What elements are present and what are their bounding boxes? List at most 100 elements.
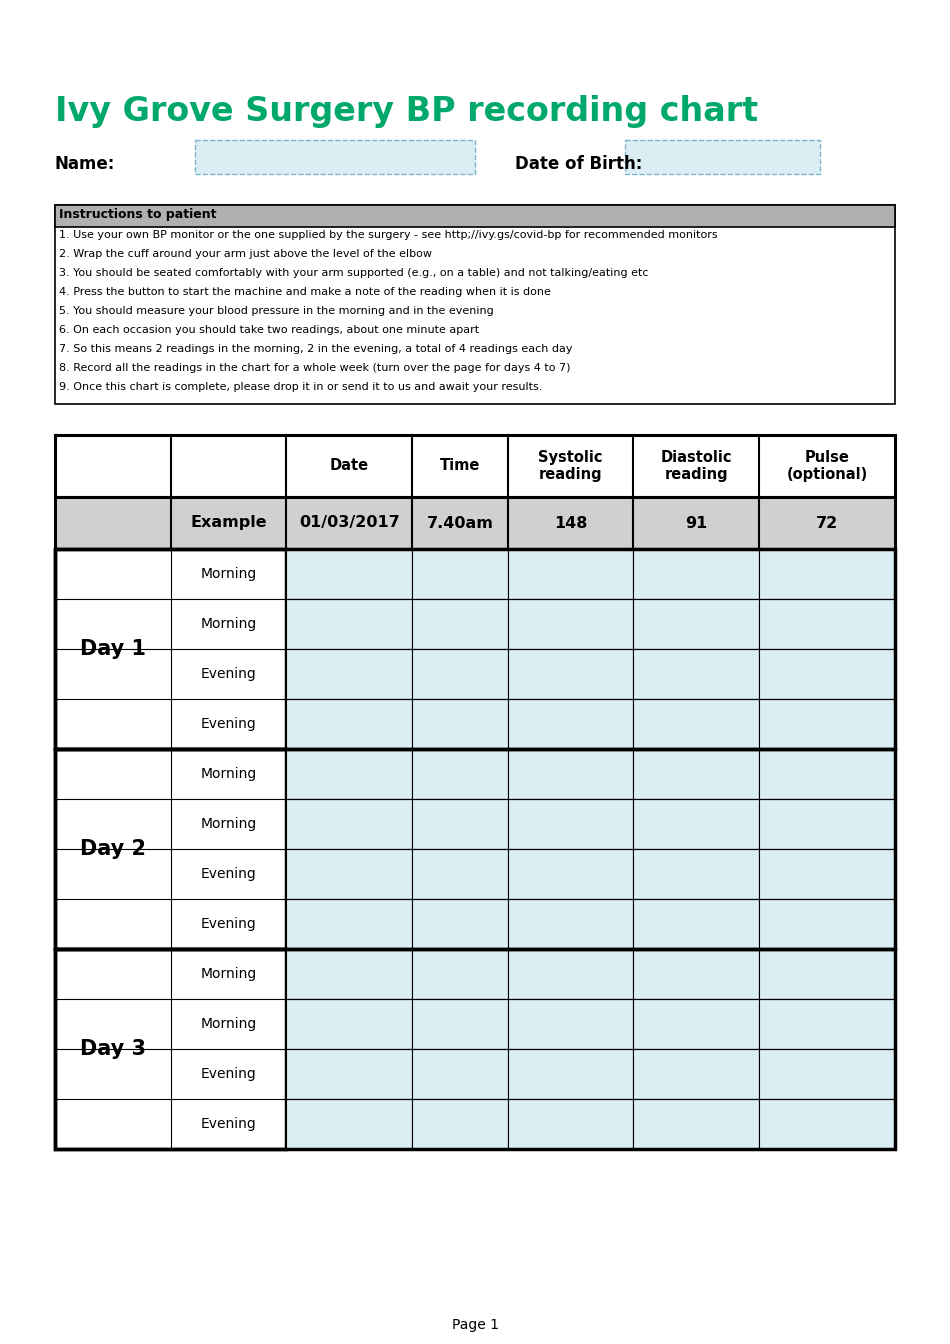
Bar xyxy=(634,1099,759,1149)
Bar xyxy=(759,1050,895,1099)
Bar xyxy=(286,949,412,999)
Bar xyxy=(634,798,759,849)
Bar xyxy=(759,548,895,599)
Bar xyxy=(759,949,895,999)
Bar xyxy=(759,849,895,899)
Bar xyxy=(759,599,895,649)
Text: 7.40am: 7.40am xyxy=(427,516,493,531)
Bar xyxy=(412,749,507,798)
Text: Date: Date xyxy=(330,458,369,473)
Text: Evening: Evening xyxy=(200,667,256,681)
Bar xyxy=(507,1099,634,1149)
Bar xyxy=(634,699,759,749)
Text: Name:: Name: xyxy=(55,155,115,173)
Bar xyxy=(412,949,507,999)
Bar xyxy=(759,749,895,798)
Bar xyxy=(412,849,507,899)
Bar xyxy=(634,1050,759,1099)
Text: 148: 148 xyxy=(554,516,587,531)
Bar xyxy=(55,548,286,749)
Text: Morning: Morning xyxy=(200,966,256,981)
Bar xyxy=(286,999,412,1050)
Text: Pulse
(optional): Pulse (optional) xyxy=(787,450,867,482)
Bar xyxy=(507,899,634,949)
Bar xyxy=(634,949,759,999)
Text: Morning: Morning xyxy=(200,817,256,831)
Text: Evening: Evening xyxy=(200,917,256,931)
Text: Evening: Evening xyxy=(200,867,256,882)
Bar xyxy=(634,999,759,1050)
Bar xyxy=(412,699,507,749)
Bar xyxy=(55,749,895,949)
Text: Time: Time xyxy=(440,458,480,473)
Bar xyxy=(412,899,507,949)
Bar xyxy=(507,548,634,599)
Text: 5. You should measure your blood pressure in the morning and in the evening: 5. You should measure your blood pressur… xyxy=(59,306,494,316)
Bar xyxy=(286,649,412,699)
Text: 6. On each occasion you should take two readings, about one minute apart: 6. On each occasion you should take two … xyxy=(59,325,479,335)
Bar xyxy=(195,140,475,173)
Text: Evening: Evening xyxy=(200,716,256,731)
Text: Diastolic
reading: Diastolic reading xyxy=(660,450,732,482)
Bar xyxy=(412,548,507,599)
Text: Day 3: Day 3 xyxy=(80,1039,146,1059)
Bar xyxy=(507,749,634,798)
Bar xyxy=(55,548,895,749)
Bar xyxy=(286,699,412,749)
Bar xyxy=(286,899,412,949)
Text: Ivy Grove Surgery BP recording chart: Ivy Grove Surgery BP recording chart xyxy=(55,95,758,128)
Text: Morning: Morning xyxy=(200,1017,256,1031)
Bar xyxy=(759,699,895,749)
Text: Morning: Morning xyxy=(200,617,256,630)
Bar xyxy=(759,798,895,849)
Bar xyxy=(412,1050,507,1099)
Bar xyxy=(412,599,507,649)
Bar xyxy=(634,749,759,798)
Bar xyxy=(286,548,412,599)
Bar xyxy=(286,1099,412,1149)
Text: 8. Record all the readings in the chart for a whole week (turn over the page for: 8. Record all the readings in the chart … xyxy=(59,363,571,374)
Text: Morning: Morning xyxy=(200,767,256,781)
Text: 7. So this means 2 readings in the morning, 2 in the evening, a total of 4 readi: 7. So this means 2 readings in the morni… xyxy=(59,344,573,353)
Bar xyxy=(286,599,412,649)
Bar xyxy=(634,599,759,649)
Bar xyxy=(286,798,412,849)
Bar xyxy=(759,999,895,1050)
Bar xyxy=(507,1050,634,1099)
Bar xyxy=(507,649,634,699)
Text: 2. Wrap the cuff around your arm just above the level of the elbow: 2. Wrap the cuff around your arm just ab… xyxy=(59,249,432,259)
Text: 72: 72 xyxy=(816,516,838,531)
Text: Systolic
reading: Systolic reading xyxy=(539,450,603,482)
Text: 1. Use your own BP monitor or the one supplied by the surgery - see http;//ivy.g: 1. Use your own BP monitor or the one su… xyxy=(59,230,717,241)
Text: 01/03/2017: 01/03/2017 xyxy=(299,516,400,531)
Bar xyxy=(55,497,895,548)
Bar xyxy=(634,849,759,899)
Bar xyxy=(412,649,507,699)
Bar xyxy=(625,140,820,173)
Text: Day 1: Day 1 xyxy=(80,638,146,659)
Bar xyxy=(412,1099,507,1149)
Bar xyxy=(634,899,759,949)
Text: Page 1: Page 1 xyxy=(451,1318,499,1332)
Bar xyxy=(507,599,634,649)
Bar xyxy=(412,798,507,849)
Bar xyxy=(286,849,412,899)
Bar xyxy=(507,849,634,899)
Bar xyxy=(507,949,634,999)
Text: 3. You should be seated comfortably with your arm supported (e.g., on a table) a: 3. You should be seated comfortably with… xyxy=(59,267,649,278)
Bar xyxy=(412,999,507,1050)
Bar xyxy=(759,1099,895,1149)
Bar xyxy=(286,1050,412,1099)
Text: Example: Example xyxy=(190,516,267,531)
Text: Evening: Evening xyxy=(200,1117,256,1132)
Bar xyxy=(55,206,895,227)
Bar xyxy=(507,999,634,1050)
Bar xyxy=(55,949,895,1149)
Bar xyxy=(759,899,895,949)
Bar xyxy=(286,749,412,798)
Bar xyxy=(55,206,895,405)
Bar xyxy=(507,798,634,849)
Text: Evening: Evening xyxy=(200,1067,256,1081)
Text: 9. Once this chart is complete, please drop it in or send it to us and await you: 9. Once this chart is complete, please d… xyxy=(59,382,542,392)
Bar xyxy=(55,435,895,497)
